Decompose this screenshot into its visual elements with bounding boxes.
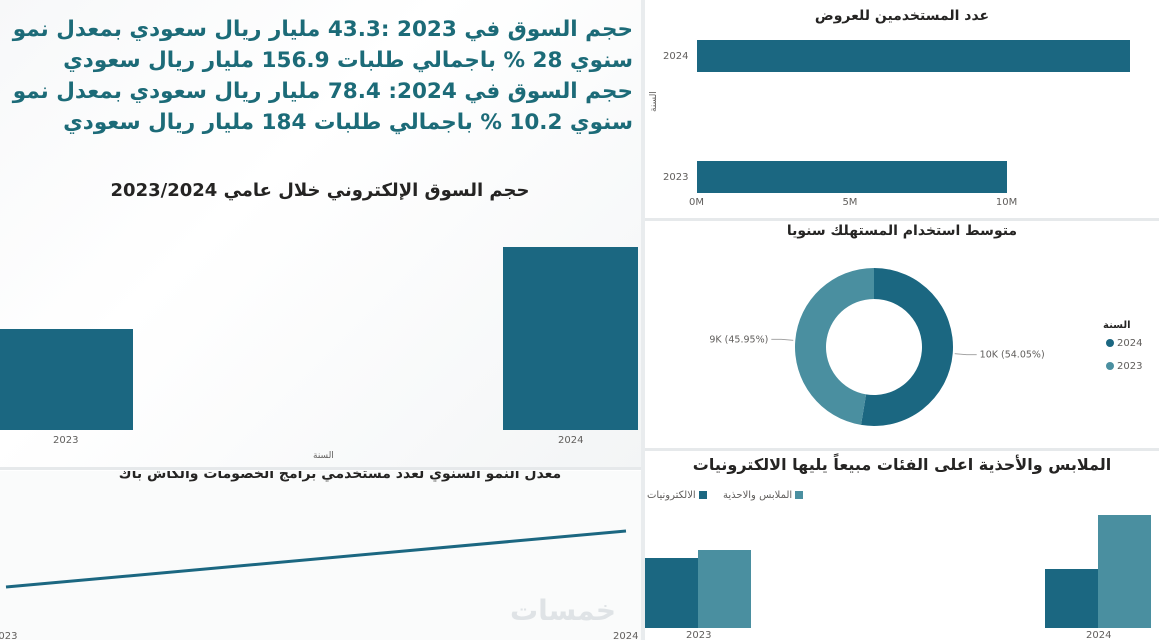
category-bar-clothing xyxy=(698,549,751,628)
market-size-chart: 2023 2024 السنة xyxy=(0,205,641,467)
summary-line-1: حجم السوق في 2023 :43.3 مليار ريال سعودي… xyxy=(12,17,633,42)
market-summary-text: حجم السوق في 2023 :43.3 مليار ريال سعودي… xyxy=(13,14,633,138)
y-tick-label: 2023 xyxy=(663,172,689,183)
x-tick-label: 0M xyxy=(689,197,704,208)
market-summary-panel: حجم السوق في 2023 :43.3 مليار ريال سعودي… xyxy=(0,0,641,467)
donut-legend-2023[interactable]: 2023 xyxy=(1103,361,1142,372)
offer-users-axis-label: السنة xyxy=(649,91,659,112)
category-legend-electronics[interactable]: الالكترونيات xyxy=(647,490,710,501)
y-tick-label: 2024 xyxy=(663,51,689,62)
x-tick-label: 2024 xyxy=(613,631,638,640)
avg-usage-panel: متوسط استخدام المستهلك سنويا 10K (54.05%… xyxy=(645,221,1159,448)
category-bar-electronics xyxy=(1045,569,1098,628)
growth-chart-title: معدل النمو السنوي لعدد مستخدمي برامج الخ… xyxy=(118,471,562,482)
growth-line-chart: 2023 2024 xyxy=(0,529,638,640)
categories-chart: 2023 2024 xyxy=(645,452,1159,640)
donut-slice-2024[interactable] xyxy=(860,268,953,426)
horizontal-divider xyxy=(645,218,1159,221)
donut-slice-2023[interactable] xyxy=(795,268,874,425)
legend-dot-icon xyxy=(1106,339,1114,347)
watermark-logo: خمسات xyxy=(510,594,617,627)
x-tick-label: 2024 xyxy=(1086,630,1112,640)
donut-legend-title: السنة xyxy=(1103,320,1131,331)
leader-line xyxy=(771,338,794,341)
growth-panel: معدل النمو السنوي لعدد مستخدمي برامج الخ… xyxy=(0,471,641,640)
summary-line-3: حجم السوق في 2024: 78.4 مليار ريال سعودي… xyxy=(12,79,633,104)
x-tick-label: 2024 xyxy=(558,435,584,446)
market-size-bar xyxy=(502,247,638,430)
legend-square-icon xyxy=(698,491,707,499)
horizontal-divider xyxy=(645,448,1159,451)
summary-line-2: سنوي 28 % باجمالي طلبات 156.9 مليار ريال… xyxy=(63,48,633,73)
offer-users-panel: عدد المستخدمين للعروض 2024 2023 0M 5M 10M ال… xyxy=(645,0,1159,218)
avg-usage-donut-chart: 10K (54.05%) 9K (45.95%) xyxy=(709,268,1045,426)
donut-legend-2024[interactable]: 2024 xyxy=(1103,338,1142,349)
x-tick-label: 2023 xyxy=(0,631,17,640)
summary-line-4: سنوي 10.2 % باجمالي طلبات 184 مليار ريال… xyxy=(63,110,633,135)
avg-usage-chart-title: متوسط استخدام المستهلك سنويا xyxy=(786,223,1018,239)
x-axis-label: السنة xyxy=(313,451,334,461)
offer-users-bar xyxy=(697,161,1007,193)
leader-line xyxy=(954,353,977,356)
horizontal-divider xyxy=(0,467,641,470)
categories-chart-title: الملابس والأحذية اعلى الفئات مبيعاً يليه… xyxy=(692,455,1112,474)
donut-data-label: 10K (54.05%) xyxy=(980,350,1045,361)
x-tick-label: 2023 xyxy=(686,630,712,640)
category-bar-electronics xyxy=(645,557,698,628)
market-size-chart-title: حجم السوق الإلكتروني خلال عامي 2023/2024 xyxy=(110,180,530,201)
legend-label: الملابس والاحذية xyxy=(723,490,793,501)
category-legend-clothing[interactable]: الملابس والاحذية xyxy=(723,490,806,501)
offer-users-bar xyxy=(697,40,1130,72)
vertical-divider xyxy=(641,0,645,640)
growth-series-line[interactable] xyxy=(5,529,627,589)
category-bar-clothing xyxy=(1098,514,1151,628)
legend-label: 2024 xyxy=(1117,338,1143,349)
offer-users-chart-title: عدد المستخدمين للعروض xyxy=(814,8,990,24)
x-tick-label: 5M xyxy=(842,197,858,208)
donut-data-label: 9K (45.95%) xyxy=(709,334,768,345)
offer-users-chart: 2024 2023 0M 5M 10M xyxy=(645,0,1159,218)
legend-dot-icon xyxy=(1106,362,1114,370)
x-tick-label: 10M xyxy=(995,197,1018,208)
legend-label: 2023 xyxy=(1117,361,1143,372)
market-size-bar xyxy=(0,328,133,430)
categories-panel: الملابس والأحذية اعلى الفئات مبيعاً يليه… xyxy=(645,452,1159,640)
x-tick-label: 2023 xyxy=(53,435,79,446)
legend-square-icon xyxy=(795,491,804,499)
legend-label: الالكترونيات xyxy=(647,490,696,501)
